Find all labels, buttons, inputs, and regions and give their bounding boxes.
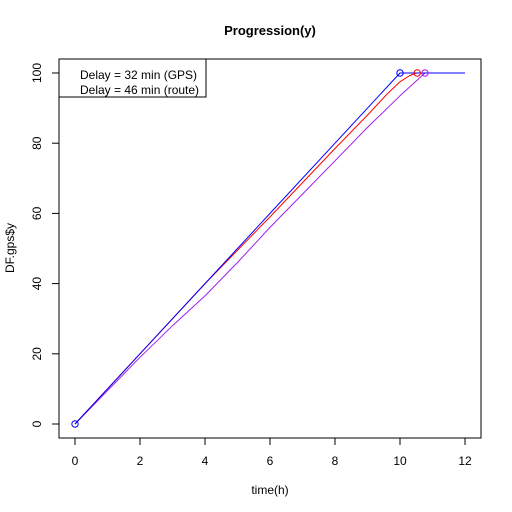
y-tick-label: 20	[30, 347, 44, 361]
x-tick-label: 6	[267, 454, 274, 468]
y-tick-label: 0	[30, 420, 44, 427]
legend-entry-gps: Delay = 32 min (GPS)	[80, 68, 197, 82]
chart-title: Progression(y)	[224, 23, 316, 38]
y-tick-label: 80	[30, 136, 44, 150]
x-tick-label: 12	[458, 454, 472, 468]
y-axis-label: DF.gps$y	[3, 223, 17, 273]
x-tick-label: 2	[137, 454, 144, 468]
x-tick-label: 4	[202, 454, 209, 468]
y-tick-label: 60	[30, 206, 44, 220]
x-axis-label: time(h)	[251, 483, 288, 497]
y-tick-label: 40	[30, 277, 44, 291]
y-tick-label: 100	[30, 63, 44, 83]
x-tick-label: 10	[393, 454, 407, 468]
legend: Delay = 32 min (GPS) Delay = 46 min (rou…	[59, 59, 206, 97]
legend-entry-route: Delay = 46 min (route)	[80, 83, 199, 97]
x-tick-label: 0	[72, 454, 79, 468]
x-tick-label: 8	[332, 454, 339, 468]
